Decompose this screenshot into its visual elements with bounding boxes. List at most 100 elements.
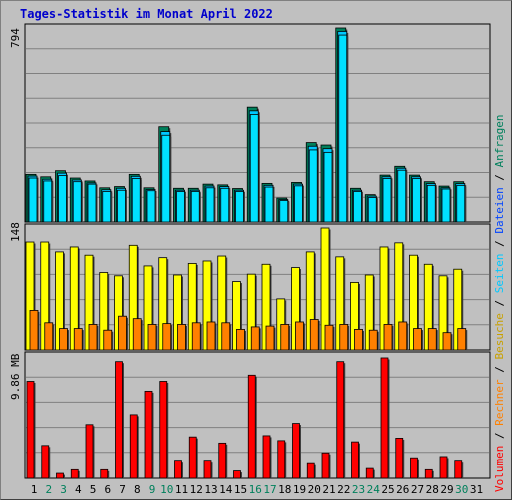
bar-rechner (59, 328, 68, 351)
bar-seiten (353, 191, 362, 223)
bar-volumen (100, 468, 109, 479)
legend-besuche: Besuche (493, 313, 506, 360)
bar-rechner (147, 324, 157, 351)
bar-rechner (44, 322, 54, 351)
bar-seiten (338, 34, 348, 223)
bar-seiten (367, 197, 377, 223)
bar-rechner (162, 323, 172, 351)
bar-seiten (43, 180, 53, 223)
bar-rechner (368, 329, 378, 351)
bar-rechner (398, 321, 408, 351)
bar-volumen (129, 414, 138, 479)
x-day-label: 20 (308, 483, 321, 496)
x-day-label: 13 (204, 483, 217, 496)
legend-separator: / (493, 233, 506, 254)
bar-rechner (236, 328, 245, 351)
x-day-label: 21 (322, 483, 335, 496)
bar-volumen (41, 445, 50, 479)
bar-volumen (351, 441, 359, 479)
bar-seiten (397, 169, 407, 223)
x-day-label: 23 (352, 483, 365, 496)
bar-volumen (454, 460, 463, 479)
legend-separator: / (493, 359, 506, 380)
bar-rechner (442, 332, 452, 351)
bar-seiten (176, 191, 185, 223)
bar-seiten (72, 181, 82, 223)
bar-seiten (426, 184, 436, 223)
x-day-label: 5 (90, 483, 97, 496)
x-day-label: 16 (249, 483, 262, 496)
x-day-label: 2 (45, 483, 52, 496)
top-panel-max-label: 794 (9, 28, 22, 48)
bar-seiten (249, 114, 259, 223)
bar-rechner (265, 325, 275, 351)
x-day-label: 12 (190, 483, 203, 496)
bar-volumen (277, 440, 286, 479)
bar-seiten (146, 190, 156, 223)
bar-volumen (26, 381, 35, 479)
bar-seiten (279, 200, 289, 223)
x-day-label: 15 (234, 483, 247, 496)
bar-volumen (159, 381, 168, 479)
bar-rechner (427, 328, 437, 351)
bar-rechner (132, 318, 142, 351)
x-day-label: 28 (426, 483, 439, 496)
bar-volumen (439, 456, 448, 479)
bar-rechner (191, 322, 201, 351)
bar-rechner (295, 321, 304, 351)
bar-rechner (309, 319, 319, 351)
bar-rechner (383, 324, 393, 351)
x-day-label: 17 (263, 483, 276, 496)
bar-rechner (118, 315, 127, 351)
bar-seiten (235, 191, 244, 223)
bar-volumen (203, 460, 212, 479)
x-day-label: 30 (455, 483, 468, 496)
x-day-label: 11 (175, 483, 188, 496)
bar-volumen (306, 462, 315, 479)
bar-volumen (395, 438, 404, 479)
bar-seiten (323, 151, 333, 223)
bar-seiten (456, 184, 466, 223)
bar-volumen (188, 436, 197, 479)
bottom-panel-max-label: 9.86 MB (9, 353, 22, 400)
bar-volumen (115, 361, 123, 479)
bar-seiten (264, 186, 274, 223)
bar-seiten (190, 191, 200, 223)
x-day-label: 9 (149, 483, 156, 496)
bar-seiten (205, 187, 215, 223)
bar-rechner (177, 324, 186, 351)
bar-seiten (294, 185, 303, 223)
legend-anfragen: Anfragen (493, 114, 506, 168)
bar-rechner (29, 310, 39, 351)
legend-separator: / (493, 425, 506, 446)
bar-volumen (262, 435, 271, 479)
middle-panel-max-label: 148 (9, 222, 22, 242)
chart-title: Tages-Statistik im Monat April 2022 (20, 7, 273, 21)
bar-seiten (58, 175, 67, 223)
bar-volumen (218, 442, 227, 479)
x-day-label: 1 (31, 483, 38, 496)
bar-seiten (382, 178, 392, 223)
x-day-label: 31 (470, 483, 483, 496)
bar-volumen (424, 468, 433, 479)
bar-volumen (410, 457, 418, 479)
bar-rechner (280, 324, 290, 351)
x-day-label: 6 (104, 483, 111, 496)
legend-separator: / (493, 293, 506, 314)
bar-volumen (144, 390, 153, 479)
bar-seiten (28, 177, 38, 223)
x-day-label: 27 (411, 483, 424, 496)
legend-dateien: Dateien (493, 187, 506, 234)
bar-seiten (87, 183, 97, 223)
legend-rechner: Rechner (493, 379, 506, 426)
bar-seiten (161, 134, 171, 223)
x-day-label: 29 (440, 483, 453, 496)
bar-volumen (380, 357, 389, 479)
bar-rechner (457, 328, 467, 351)
x-day-label: 4 (75, 483, 82, 496)
x-day-label: 19 (293, 483, 306, 496)
bar-rechner (206, 321, 216, 351)
bar-seiten (308, 149, 318, 223)
x-day-label: 18 (278, 483, 291, 496)
